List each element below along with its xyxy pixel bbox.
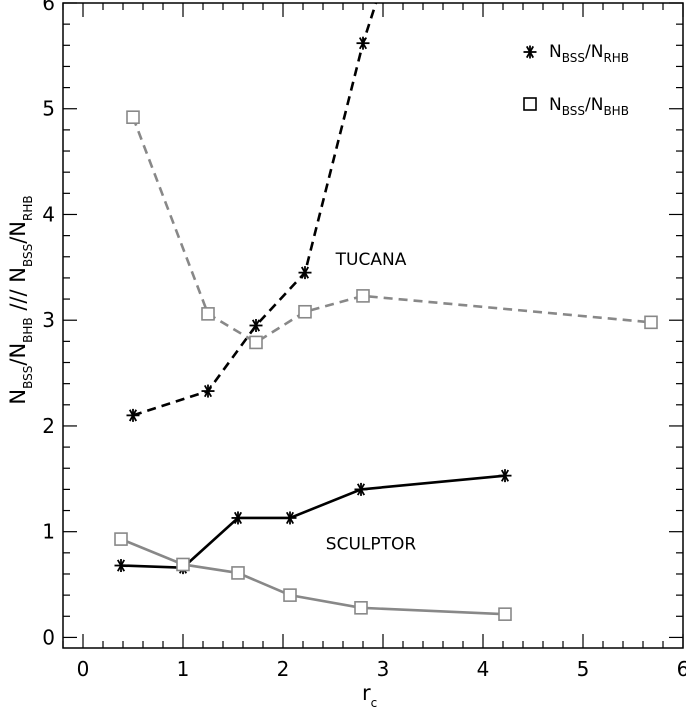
x-tick-label: 4 [477, 657, 490, 681]
data-point-square [283, 588, 297, 602]
x-tick-label: 6 [677, 657, 686, 681]
x-tick-label: 1 [177, 657, 190, 681]
series-lines [120, 3, 652, 616]
legend-0-mid: /N [585, 42, 603, 62]
data-point-asterisk [498, 469, 512, 483]
data-point-asterisk [249, 319, 263, 332]
y-tick-label: 2 [42, 414, 55, 438]
y-tick-label: 4 [42, 202, 55, 226]
series-line-0 [132, 3, 378, 417]
y-tick-label: 1 [42, 520, 55, 544]
series-markers [114, 36, 658, 621]
legend-0-sub1: BSS [562, 51, 585, 65]
data-point-square [354, 601, 368, 615]
y-tick-label: 0 [42, 625, 55, 649]
legend-entry-bss-bhb: NBSS/NBHB [549, 95, 629, 118]
y-label-p4: /N [6, 221, 30, 244]
legend-square-mark [523, 97, 537, 111]
tick-labels: 0 1 2 3 4 5 6 0 1 2 3 4 5 6 [42, 0, 686, 681]
y-label-p3-sub: BSS [21, 244, 35, 267]
data-point-asterisk [231, 511, 245, 525]
legend: NBSS/NRHB NBSS/NBHB [523, 42, 629, 118]
ticks [62, 2, 684, 648]
series-line-3 [120, 537, 506, 616]
plot-frame [62, 2, 684, 649]
data-point-square [356, 289, 370, 303]
legend-1-sub1: BSS [562, 104, 585, 118]
y-label-p2: /N [6, 343, 30, 366]
data-point-asterisk [354, 482, 368, 496]
data-point-asterisk [126, 408, 140, 422]
legend-1-main: N [549, 95, 562, 115]
x-tick-label: 3 [377, 657, 390, 681]
data-point-square [176, 557, 190, 572]
y-tick-label: 3 [42, 308, 55, 332]
legend-0-sub2: RHB [603, 51, 629, 65]
legend-marker-square-icon [523, 97, 537, 111]
data-point-square [201, 307, 215, 321]
y-label-p2-sub: BHB [21, 317, 35, 343]
data-point-square [231, 566, 245, 580]
data-point-square [298, 304, 312, 319]
x-tick-label: 2 [277, 657, 290, 681]
legend-0-main: N [549, 42, 562, 62]
data-point-square [498, 607, 512, 621]
x-axis-label-main: r [362, 681, 371, 705]
y-label-p3: N [6, 267, 30, 283]
legend-asterisk-mark [523, 45, 537, 59]
legend-1-sub2: BHB [603, 104, 629, 118]
y-tick-label: 5 [42, 97, 55, 121]
x-tick-label: 5 [577, 657, 590, 681]
data-point-square [644, 315, 658, 330]
data-point-asterisk [201, 384, 215, 398]
data-point-asterisk [356, 36, 370, 50]
y-axis-label: NBSS/NBHB /// NBSS/NRHB [6, 195, 35, 404]
y-tick-label: 6 [42, 0, 55, 15]
data-point-square [126, 110, 140, 124]
annotation-sculptor: SCULPTOR [326, 535, 417, 555]
data-point-asterisk [283, 511, 297, 525]
x-axis-label: rc [362, 681, 377, 710]
data-point-asterisk [298, 266, 312, 280]
y-label-p4-sub: RHB [21, 195, 35, 221]
x-tick-label: 0 [77, 657, 90, 681]
y-label-p1-sub: BSS [21, 366, 35, 389]
data-point-square [114, 532, 128, 546]
data-point-asterisk [114, 559, 128, 573]
legend-entry-bss-rhb: NBSS/NRHB [549, 42, 629, 65]
data-point-square [249, 335, 263, 350]
x-axis-label-sub: c [371, 696, 378, 710]
legend-1-mid: /N [585, 95, 603, 115]
legend-marker-asterisk-icon [523, 45, 537, 59]
y-label-sep: /// [6, 283, 30, 318]
annotation-tucana: TUCANA [335, 250, 407, 270]
y-label-p1: N [6, 389, 30, 405]
series-line-2 [120, 474, 506, 569]
